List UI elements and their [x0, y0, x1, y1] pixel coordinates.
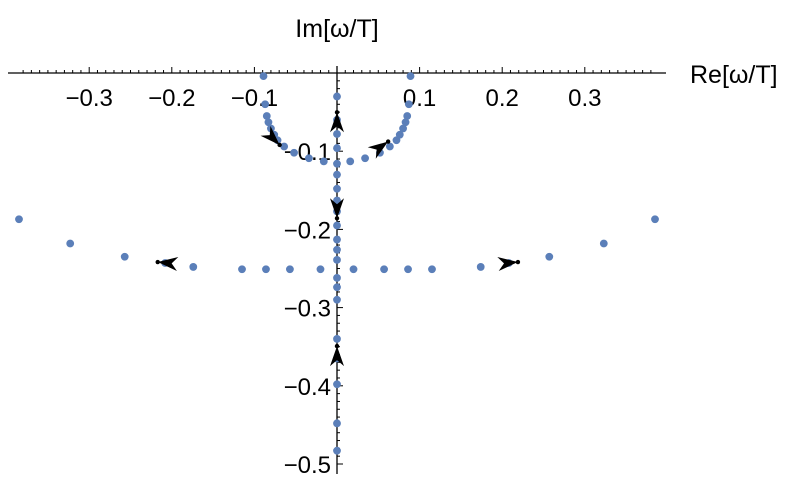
data-point	[333, 380, 341, 389]
arrow-head	[330, 112, 344, 133]
data-point	[333, 295, 341, 304]
y-tick-label: −0.4	[284, 374, 331, 401]
data-point	[399, 124, 407, 133]
arrow-tip-dot	[277, 142, 282, 148]
data-point	[333, 170, 341, 179]
data-point	[120, 252, 129, 261]
data-point	[395, 130, 404, 139]
data-point	[319, 157, 328, 166]
data-point	[406, 72, 415, 81]
data-point	[380, 265, 388, 274]
x-tick-label: −0.2	[148, 85, 195, 112]
data-point	[238, 265, 246, 274]
data-point	[403, 112, 412, 120]
data-point	[333, 130, 341, 138]
data-point	[333, 283, 341, 292]
y-tick-label: −0.2	[284, 217, 331, 244]
data-point	[476, 263, 485, 271]
y-tick-label: −0.3	[284, 296, 331, 323]
data-point	[15, 215, 23, 224]
x-tick-label: 0.3	[568, 85, 601, 112]
arrow-head	[330, 346, 344, 367]
data-point	[599, 239, 608, 248]
data-point	[333, 196, 341, 205]
data-point	[333, 446, 341, 455]
direction-arrows	[155, 110, 521, 367]
arrow-tip-dot	[334, 110, 340, 115]
data-point	[333, 273, 341, 282]
data-point	[333, 419, 341, 428]
arrow-tip-dot	[515, 259, 521, 265]
arrow-head	[157, 257, 179, 271]
data-point	[333, 255, 341, 264]
x-tick-label: −0.1	[231, 85, 278, 112]
data-point	[280, 142, 289, 151]
arrow-tip-dot	[385, 139, 391, 144]
data-point	[333, 235, 341, 244]
data-point	[385, 142, 394, 151]
data-point	[66, 239, 75, 248]
arrow-head	[260, 125, 280, 145]
data-point	[262, 112, 271, 120]
data-point	[428, 265, 436, 274]
data-point	[333, 221, 341, 230]
data-point	[333, 245, 341, 254]
data-point	[651, 215, 659, 224]
data-point	[286, 265, 294, 274]
data-point	[404, 265, 412, 274]
x-axis-title: Re[ω/T]	[690, 61, 778, 89]
data-point	[316, 265, 325, 274]
data-point	[259, 72, 268, 81]
arrow-head	[497, 257, 518, 271]
data-point	[333, 184, 341, 193]
data-point	[333, 92, 341, 101]
data-point	[290, 148, 298, 157]
axes	[8, 66, 666, 474]
arrow-tip-dot	[155, 259, 160, 265]
data-point	[545, 252, 554, 261]
data-point	[333, 159, 341, 168]
x-tick-label: 0.2	[486, 85, 519, 112]
y-tick-label: −0.5	[284, 452, 331, 477]
data-point	[346, 157, 355, 166]
arrow-head	[330, 198, 344, 219]
data-point	[401, 118, 410, 127]
data-point	[333, 144, 341, 152]
arrow-tip-dot	[334, 343, 340, 349]
data-point	[333, 334, 341, 343]
arrow-tip-dot	[334, 216, 340, 221]
data-point	[361, 154, 369, 163]
y-axis-title: Im[ω/T]	[295, 15, 378, 43]
data-point	[189, 263, 198, 271]
arrow-head	[367, 141, 389, 159]
data-point	[264, 118, 273, 127]
data-point	[404, 100, 413, 109]
data-point	[305, 154, 313, 163]
data-point	[349, 265, 358, 274]
tick-labels: −0.3 −0.2 −0.1 0.1 0.2 0.3−0.1−0.2−0.3−0.4−0.…	[66, 85, 602, 477]
data-point	[261, 100, 270, 109]
data-point	[262, 265, 270, 274]
x-tick-label: −0.3	[66, 85, 113, 112]
